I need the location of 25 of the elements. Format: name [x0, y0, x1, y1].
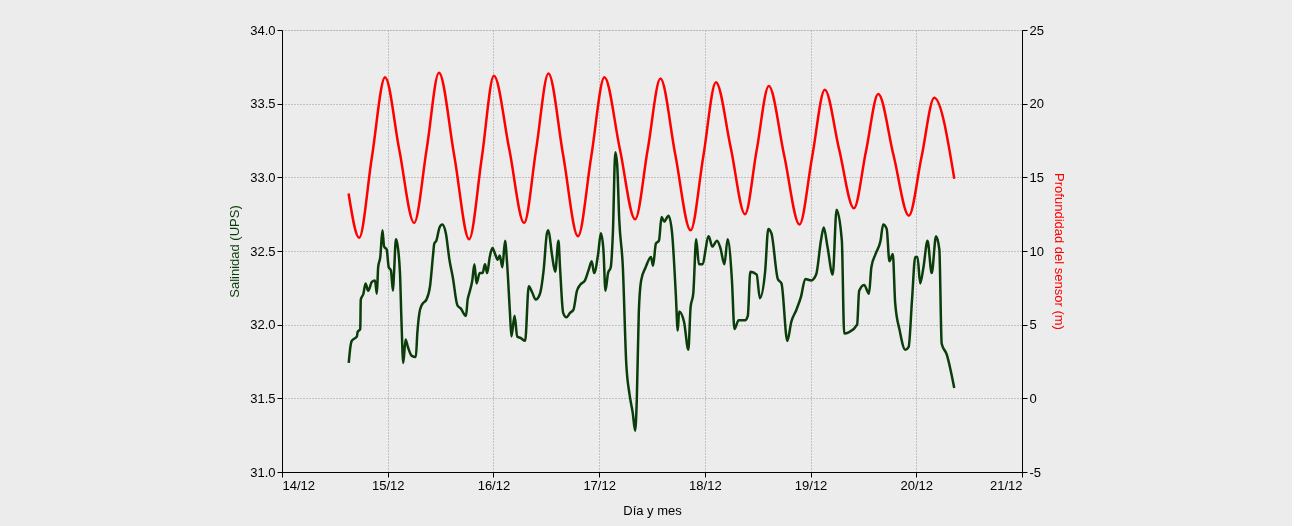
x-tick-label: 20/12: [900, 477, 934, 493]
y-axis-title: Salinidad (UPS): [227, 205, 243, 298]
y2-tick-label: 0: [1029, 390, 1037, 406]
x-tick-label: 14/12: [282, 477, 316, 493]
y2-axis-title: Profundidad del sensor (m): [1051, 173, 1067, 330]
y-tick-label: 34.0: [250, 22, 276, 38]
y-tick-label: 31.5: [250, 390, 276, 406]
y2-tick-label: 20: [1029, 96, 1044, 112]
y2-tick-label: 10: [1029, 243, 1044, 259]
x-tick-label: 18/12: [689, 477, 722, 493]
y-tick-label: 33.5: [250, 96, 276, 112]
y2-tick-label: 25: [1029, 22, 1044, 38]
y-tick-label: 32.5: [250, 243, 276, 259]
x-tick-label: 19/12: [794, 477, 828, 493]
x-tick-label: 16/12: [477, 477, 511, 493]
x-axis-title: Día y mes: [623, 502, 683, 518]
x-tick-label: 21/12: [989, 477, 1023, 493]
y2-tick-label: 5: [1029, 317, 1037, 333]
x-tick-label: 15/12: [371, 477, 405, 493]
y-tick-label: 31.0: [250, 464, 276, 480]
x-tick-label: 17/12: [583, 477, 616, 493]
y-tick-label: 32.0: [250, 317, 276, 333]
y2-tick-label: 15: [1029, 169, 1044, 185]
y-tick-label: 33.0: [250, 169, 276, 185]
y2-tick-label: -5: [1029, 464, 1042, 480]
